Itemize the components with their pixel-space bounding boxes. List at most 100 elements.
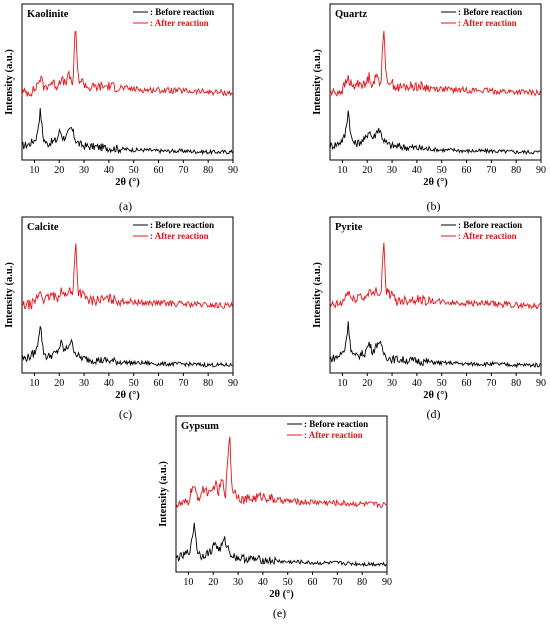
x-tick-label: 70 [178,165,188,176]
legend-label: : Before reaction [458,220,522,230]
panel-caption: (b) [427,199,441,212]
x-axis-label: 2θ (°) [423,177,448,188]
plot-frame [21,216,234,374]
x-tick-label: 30 [79,378,89,389]
x-tick-label: 90 [536,165,546,176]
x-tick-label: 80 [357,577,367,588]
x-tick-label: 60 [462,378,472,389]
panel-caption: (e) [273,606,286,619]
panel-caption: (a) [119,199,132,212]
x-tick-label: 20 [362,165,372,176]
y-axis-label: Intensity (a.u.) [312,262,323,328]
series-after-reaction [175,436,387,510]
panel-caption: (c) [119,407,132,420]
mineral-title: Gypsum [181,421,219,432]
x-tick-label: 50 [437,378,447,389]
y-axis-label: Intensity (a.u.) [312,49,323,115]
series-after-reaction [329,30,541,97]
xrd-chart-c: 10 20 30 40 50 60 70 80 90 2θ (°) Intensity (a.u.)… [4,216,238,421]
series-before-reaction [21,107,233,156]
legend-label: : Before reaction [150,7,214,17]
x-tick-label: 40 [412,165,422,176]
legend-label: : After reaction [458,231,517,241]
xrd-chart-d: 10 20 30 40 50 60 70 80 90 2θ (°) Intensity (a.u.)… [312,216,546,421]
x-tick-label: 40 [104,378,114,389]
x-tick-label: 90 [228,165,238,176]
x-tick-label: 50 [437,165,447,176]
panel-d: 10 20 30 40 50 60 70 80 90 2θ (°) Intensity (a.u.)… [308,213,550,421]
x-tick-label: 70 [178,378,188,389]
panel-b: 10 20 30 40 50 60 70 80 90 2θ (°) Intensity (a.u.)… [308,0,550,213]
y-axis-label: Intensity (a.u.) [4,262,15,328]
x-tick-label: 70 [486,165,496,176]
mineral-title: Pyrite [335,222,363,233]
x-tick-label: 30 [387,378,397,389]
panel-caption: (d) [427,407,441,420]
x-tick-label: 30 [79,165,89,176]
x-tick-label: 30 [233,577,243,588]
x-axis-label: 2θ (°) [115,390,140,401]
x-tick-label: 60 [462,165,472,176]
x-tick-label: 40 [258,577,268,588]
x-axis-label: 2θ (°) [423,390,448,401]
x-tick-label: 20 [54,165,64,176]
plot-frame [329,216,542,374]
x-tick-label: 50 [283,577,293,588]
xrd-chart-e: 10 20 30 40 50 60 70 80 90 2θ (°) Intensity (a.u.)… [158,415,392,620]
legend-label: : Before reaction [150,220,214,230]
legend-label: : After reaction [304,430,363,440]
series-before-reaction [329,321,541,369]
x-tick-label: 80 [203,378,213,389]
x-tick-label: 60 [308,577,318,588]
y-axis-label: Intensity (a.u.) [158,461,169,527]
x-tick-label: 90 [382,577,392,588]
x-tick-label: 60 [154,165,164,176]
legend-label: : Before reaction [458,7,522,17]
x-tick-label: 70 [332,577,342,588]
mineral-title: Calcite [27,222,59,233]
mineral-title: Kaolinite [27,9,69,20]
xrd-chart-a: 10 20 30 40 50 60 70 80 90 2θ (°) Intensity (a.u.)… [4,3,238,213]
x-tick-label: 20 [54,378,64,389]
x-tick-label: 90 [228,378,238,389]
panel-e: 10 20 30 40 50 60 70 80 90 2θ (°) Intensity (a.u.)… [154,412,404,620]
series-after-reaction [21,30,233,97]
series-after-reaction [21,243,233,310]
mineral-title: Quartz [335,9,367,20]
x-tick-label: 90 [536,378,546,389]
plot-frame [21,3,234,161]
y-axis-label: Intensity (a.u.) [4,49,15,115]
legend-label: : After reaction [150,231,209,241]
x-tick-label: 10 [183,577,193,588]
series-before-reaction [329,110,541,155]
x-tick-label: 80 [511,378,521,389]
x-tick-label: 10 [337,165,347,176]
x-tick-label: 40 [412,378,422,389]
x-tick-label: 80 [203,165,213,176]
series-after-reaction [329,242,541,310]
xrd-chart-b: 10 20 30 40 50 60 70 80 90 2θ (°) Intensity (a.u.)… [312,3,546,213]
x-axis-label: 2θ (°) [269,589,294,600]
x-tick-label: 20 [208,577,218,588]
panel-a: 10 20 30 40 50 60 70 80 90 2θ (°) Intensity (a.u.)… [0,0,250,213]
plot-frame [329,3,542,161]
x-tick-label: 80 [511,165,521,176]
panel-c: 10 20 30 40 50 60 70 80 90 2θ (°) Intensity (a.u.)… [0,213,250,421]
x-tick-label: 40 [104,165,114,176]
legend-label: : After reaction [458,18,517,28]
legend-label: : Before reaction [304,419,368,429]
x-tick-label: 30 [387,165,397,176]
series-before-reaction [175,522,387,568]
series-before-reaction [21,326,233,368]
legend-label: : After reaction [150,18,209,28]
x-tick-label: 20 [362,378,372,389]
x-tick-label: 10 [337,378,347,389]
plot-frame [175,415,388,573]
x-tick-label: 50 [129,378,139,389]
x-axis-label: 2θ (°) [115,177,140,188]
x-tick-label: 50 [129,165,139,176]
x-tick-label: 70 [486,378,496,389]
x-tick-label: 10 [29,378,39,389]
x-tick-label: 10 [29,165,39,176]
x-tick-label: 60 [154,378,164,389]
